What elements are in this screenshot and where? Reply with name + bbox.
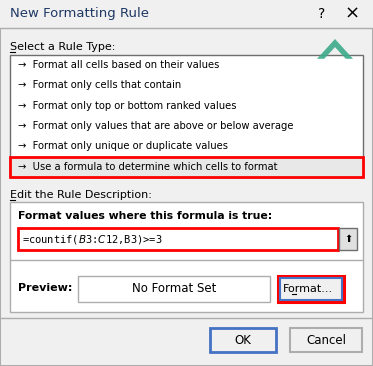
Text: →  Use a formula to determine which cells to format: → Use a formula to determine which cells… <box>18 162 278 172</box>
Bar <box>10 55 363 177</box>
Text: Select a Rule Type:: Select a Rule Type: <box>10 42 115 52</box>
Text: Cancel: Cancel <box>306 333 346 347</box>
Bar <box>290 328 362 352</box>
Bar <box>18 228 338 250</box>
Bar <box>339 228 357 250</box>
Text: =countif($B$3:$C$12,B3)>=3: =countif($B$3:$C$12,B3)>=3 <box>22 232 162 246</box>
Bar <box>280 278 342 300</box>
Text: →  Format only unique or duplicate values: → Format only unique or duplicate values <box>18 142 228 152</box>
Text: ×: × <box>344 5 360 23</box>
Bar <box>11 157 362 176</box>
Text: →  Format only cells that contain: → Format only cells that contain <box>18 81 181 90</box>
Text: →  Format only values that are above or below average: → Format only values that are above or b… <box>18 121 294 131</box>
Text: Edit the Rule Description:: Edit the Rule Description: <box>10 190 152 200</box>
Text: Preview:: Preview: <box>18 283 72 293</box>
Bar <box>0 0 373 28</box>
Text: Format...: Format... <box>283 284 333 294</box>
Bar <box>10 157 363 177</box>
Bar <box>278 276 344 302</box>
Text: ⬆: ⬆ <box>344 234 352 244</box>
Text: →  Format only top or bottom ranked values: → Format only top or bottom ranked value… <box>18 101 236 111</box>
Text: OK: OK <box>235 333 251 347</box>
Text: →  Format all cells based on their values: → Format all cells based on their values <box>18 60 219 70</box>
Text: New Formatting Rule: New Formatting Rule <box>10 7 149 20</box>
Bar <box>10 202 363 312</box>
Text: Format values where this formula is true:: Format values where this formula is true… <box>18 211 272 221</box>
Text: ?: ? <box>319 7 326 21</box>
Polygon shape <box>317 39 353 59</box>
Text: No Format Set: No Format Set <box>132 283 216 295</box>
Bar <box>78 276 270 302</box>
Bar <box>210 328 276 352</box>
